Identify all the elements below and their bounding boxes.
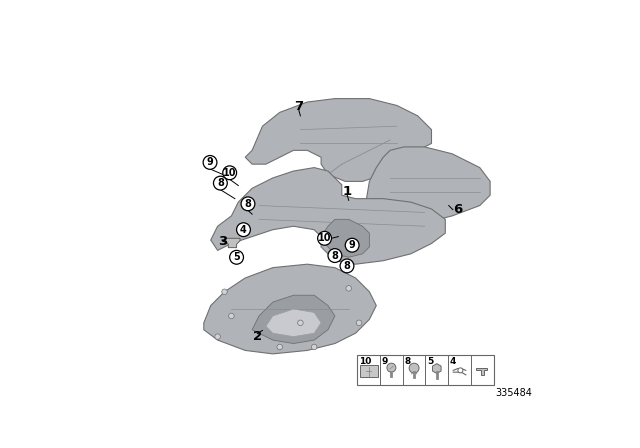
Circle shape (345, 238, 359, 252)
Circle shape (356, 320, 362, 326)
Polygon shape (321, 220, 369, 257)
Circle shape (230, 250, 243, 264)
Circle shape (241, 197, 255, 211)
Text: 335484: 335484 (495, 388, 532, 398)
Text: 5: 5 (233, 252, 240, 262)
Polygon shape (204, 264, 376, 354)
Text: 8: 8 (217, 178, 224, 188)
Text: 9: 9 (207, 157, 213, 168)
Polygon shape (266, 309, 321, 336)
Circle shape (317, 232, 332, 245)
Circle shape (346, 285, 351, 291)
Text: 2: 2 (253, 330, 262, 343)
Polygon shape (225, 238, 240, 248)
Text: 8: 8 (344, 261, 351, 271)
Polygon shape (211, 168, 445, 264)
Text: 10: 10 (318, 233, 332, 243)
Circle shape (328, 249, 342, 263)
Circle shape (298, 320, 303, 326)
Circle shape (215, 334, 220, 340)
Text: 6: 6 (452, 203, 462, 216)
Circle shape (223, 166, 237, 180)
Circle shape (409, 363, 419, 373)
Circle shape (214, 176, 227, 190)
Circle shape (277, 344, 282, 350)
Text: 9: 9 (381, 358, 388, 366)
Circle shape (312, 344, 317, 350)
Polygon shape (433, 364, 441, 374)
Circle shape (203, 155, 217, 169)
Circle shape (237, 223, 250, 237)
FancyBboxPatch shape (357, 354, 493, 385)
Circle shape (387, 363, 396, 372)
Polygon shape (366, 147, 490, 223)
Circle shape (458, 368, 463, 373)
Circle shape (221, 289, 227, 294)
Text: 5: 5 (427, 358, 433, 366)
Text: 10: 10 (358, 358, 371, 366)
Polygon shape (476, 368, 486, 375)
Text: 8: 8 (244, 199, 252, 209)
Text: 7: 7 (294, 100, 303, 113)
Polygon shape (245, 99, 431, 181)
Text: 8: 8 (332, 250, 339, 261)
Text: 9: 9 (349, 240, 356, 250)
Text: 3: 3 (218, 235, 227, 248)
Text: 4: 4 (449, 358, 456, 366)
Text: 1: 1 (342, 185, 351, 198)
Circle shape (228, 313, 234, 319)
Text: 10: 10 (223, 168, 236, 178)
Text: 8: 8 (404, 358, 410, 366)
Polygon shape (252, 295, 335, 344)
Circle shape (340, 259, 354, 273)
FancyBboxPatch shape (360, 365, 378, 378)
Text: 4: 4 (240, 225, 247, 235)
